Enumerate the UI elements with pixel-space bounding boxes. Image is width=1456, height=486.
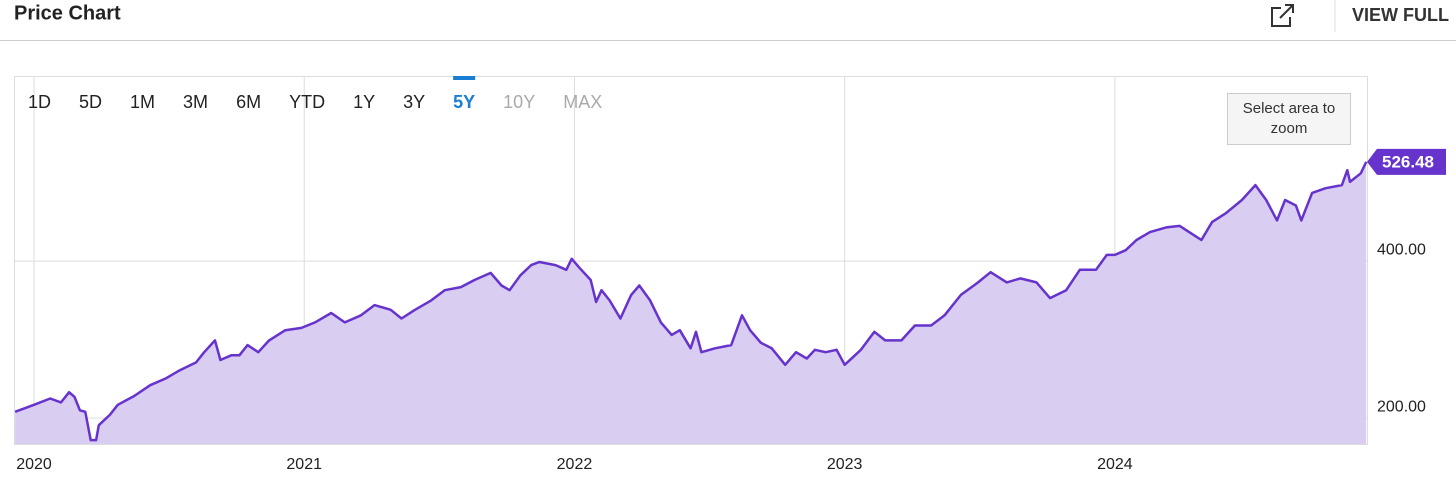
zoom-hint: Select area to zoom <box>1227 93 1351 145</box>
range-button[interactable]: 1Y <box>353 92 375 112</box>
x-tick-label: 2024 <box>1097 456 1133 473</box>
range-button[interactable]: 3Y <box>403 92 425 112</box>
y-tick-label: 200.00 <box>1377 398 1426 415</box>
view-full-button[interactable]: VIEW FULL <box>1352 5 1449 25</box>
range-button[interactable]: 1M <box>130 92 155 112</box>
price-badge <box>1367 148 1446 175</box>
range-button: MAX <box>563 92 602 112</box>
range-button[interactable]: 1D <box>28 92 51 112</box>
x-tick-label: 2023 <box>827 456 863 473</box>
x-tick-label: 2021 <box>286 456 322 473</box>
plot-frame <box>14 76 1368 445</box>
range-button[interactable]: 3M <box>183 92 208 112</box>
x-tick-label: 2022 <box>557 456 593 473</box>
area <box>15 161 1367 444</box>
y-tick-label: 400.00 <box>1377 241 1426 258</box>
active-indicator <box>453 76 476 80</box>
open-icon[interactable] <box>1271 4 1294 27</box>
range-button[interactable]: 5D <box>79 92 102 112</box>
range-button[interactable]: 6M <box>236 92 261 112</box>
range-button: 10Y <box>503 92 535 112</box>
price-label: 526.48 <box>1382 152 1434 171</box>
line <box>14 161 1368 442</box>
range-button[interactable]: 5Y <box>453 92 475 112</box>
page-title: Price Chart <box>14 2 121 24</box>
range-button[interactable]: YTD <box>289 92 325 112</box>
x-tick-label: 2020 <box>16 456 52 473</box>
